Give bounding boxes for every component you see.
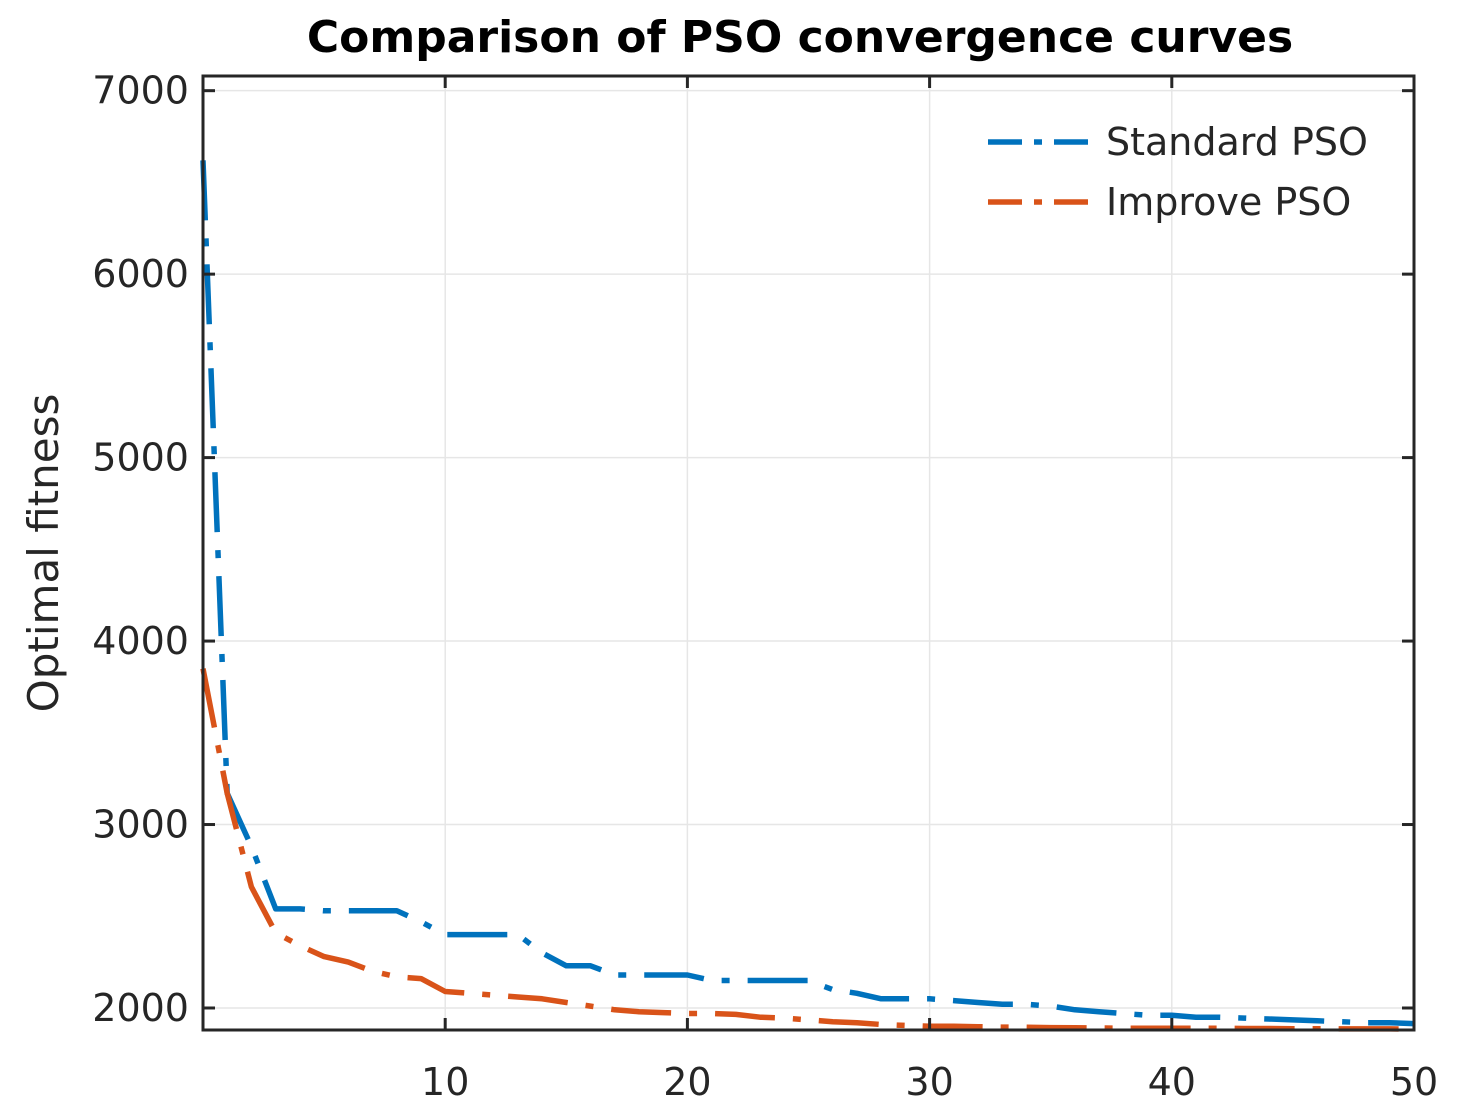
series-group — [200, 160, 1415, 1032]
x-tick-label: 30 — [905, 1060, 953, 1104]
legend-label: Improve PSO — [1106, 180, 1351, 224]
series-line-standard-pso — [200, 160, 1415, 1027]
x-tick-label: 20 — [663, 1060, 711, 1104]
y-tick-label: 7000 — [92, 69, 189, 113]
x-tick-label: 50 — [1390, 1060, 1438, 1104]
y-axis-label: Optimal fitness — [19, 394, 68, 713]
legend: Standard PSO Improve PSO — [988, 120, 1368, 224]
y-tick-label: 2000 — [92, 986, 189, 1030]
y-tick-label: 6000 — [92, 252, 189, 296]
axis-ticks: 10 20 30 40 50 2000 3000 4000 5000 6000 7000 — [92, 69, 1438, 1104]
y-tick-label: 3000 — [92, 803, 189, 847]
legend-label: Standard PSO — [1106, 120, 1368, 164]
plot-area — [201, 74, 1416, 1032]
chart-title: Comparison of PSO convergence curves — [307, 12, 1293, 63]
x-tick-label: 10 — [421, 1060, 469, 1104]
y-tick-label: 4000 — [92, 619, 189, 663]
y-tick-label: 5000 — [92, 436, 189, 480]
x-tick-label: 40 — [1148, 1060, 1196, 1104]
grid — [203, 76, 1414, 1030]
series-line-improve-pso — [200, 668, 1415, 1032]
